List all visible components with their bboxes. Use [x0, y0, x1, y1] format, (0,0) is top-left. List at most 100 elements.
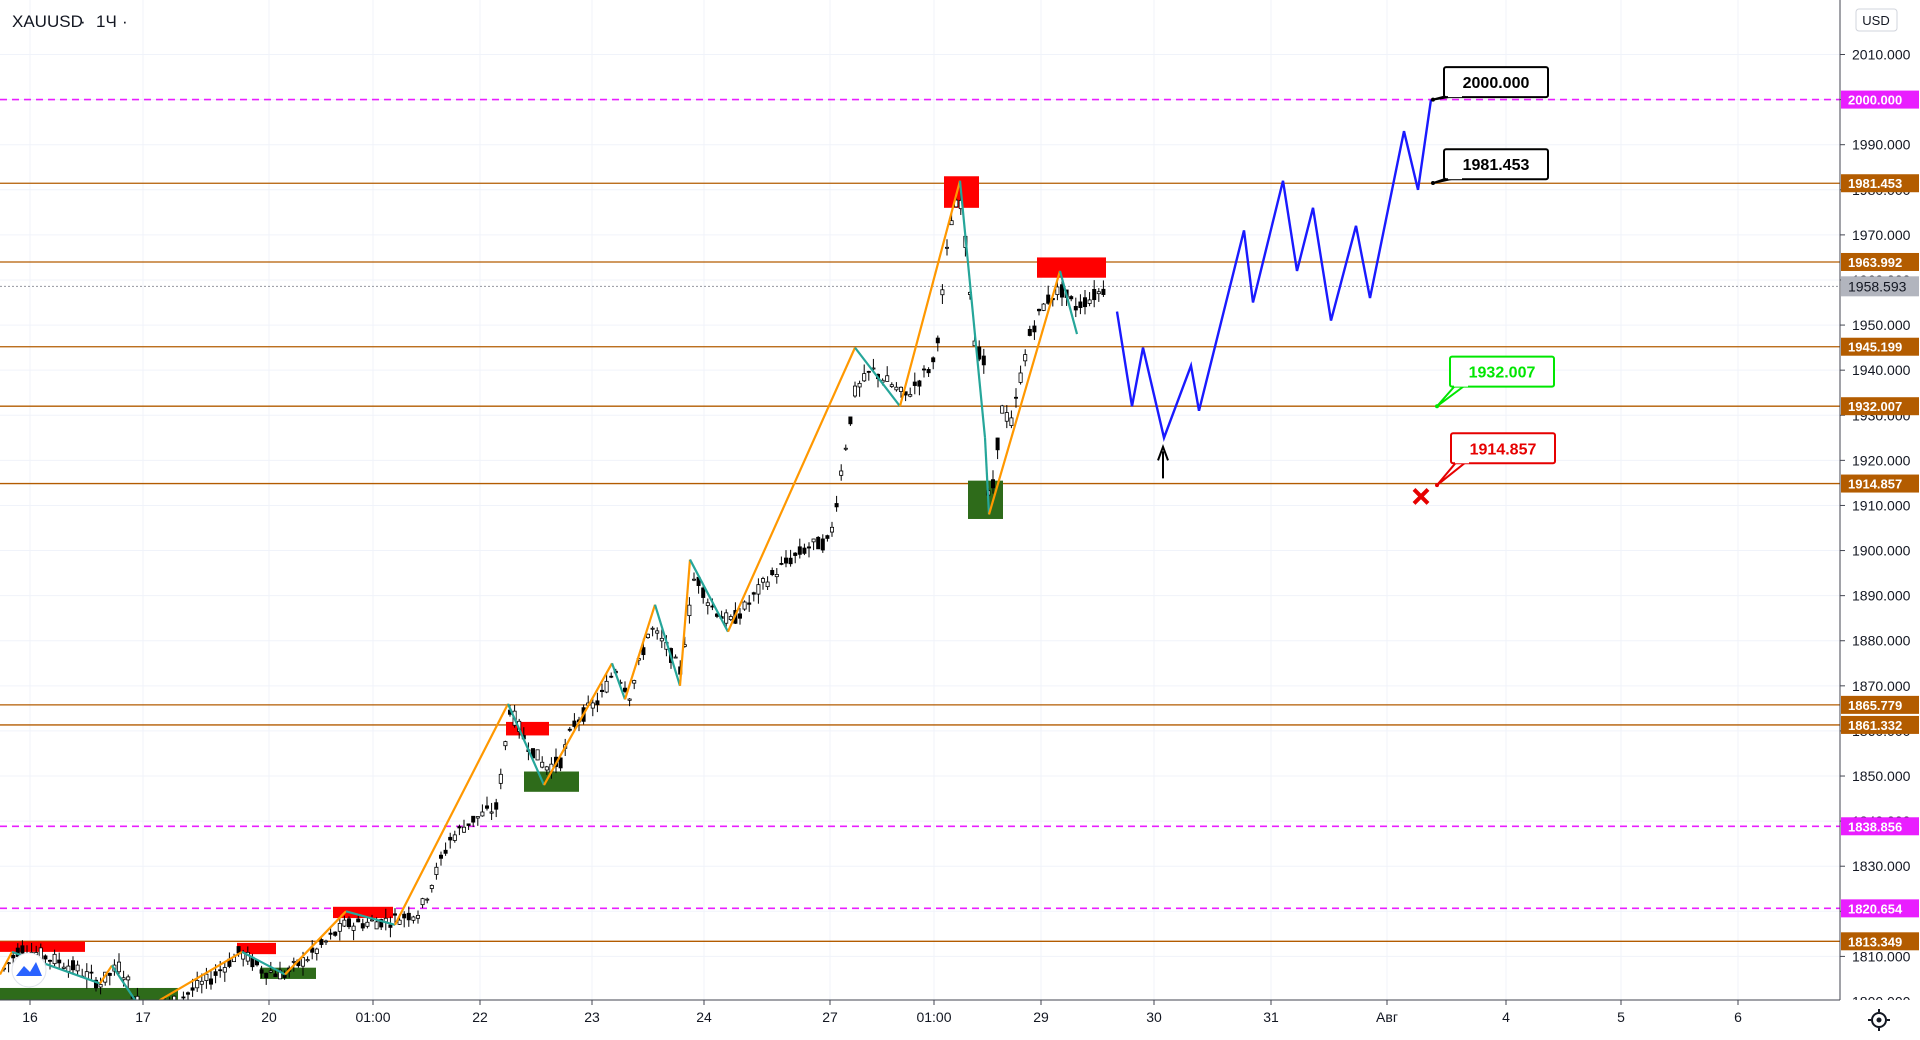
candle-body [1014, 396, 1019, 399]
candle-body [945, 246, 950, 249]
interval-label: 1Ч [96, 12, 117, 31]
candle-body [738, 613, 743, 619]
candle-body [912, 381, 917, 386]
callout-pointer [1436, 460, 1470, 486]
price-tick-label: 1890.000 [1852, 588, 1911, 604]
candle-body [475, 816, 480, 819]
zigzag-down-leg [1058, 270, 1079, 335]
candle-body [117, 961, 122, 973]
candle-body [742, 601, 747, 610]
candle-body [595, 700, 600, 706]
time-tick-label: 24 [696, 1009, 712, 1025]
candle-body [57, 959, 62, 964]
grid [0, 0, 1840, 1002]
currency-unit: USD [1862, 13, 1889, 28]
candle-body [857, 382, 862, 388]
candle-body [793, 552, 798, 556]
horizontal-levels [0, 98, 1840, 942]
current-price-tag [1841, 276, 1919, 297]
candle-body [126, 976, 131, 981]
candle-body [494, 802, 499, 810]
candle-body [379, 919, 384, 928]
chart-settings-gear-icon[interactable] [1868, 1009, 1890, 1031]
level-price-tag [1841, 817, 1919, 836]
callout-pointer [1436, 383, 1470, 408]
stop-1914-callout[interactable]: 1914.857 [1435, 432, 1556, 488]
currency-unit-badge[interactable]: USD [1855, 8, 1898, 32]
candle-body [1060, 284, 1065, 298]
candle-body [204, 973, 209, 982]
price-callouts[interactable]: 2000.000 1981.453 1932.007 1914.857 [1431, 66, 1556, 488]
target-1981-callout[interactable]: 1981.453 [1431, 148, 1549, 186]
candle-body [480, 811, 485, 817]
candle-body [995, 437, 1000, 451]
symbol-legend[interactable]: XAUUSD · 1Ч · [12, 12, 128, 31]
level-price-label: 1861.332 [1848, 718, 1902, 733]
candle-body [471, 815, 476, 823]
candle-body [1046, 294, 1051, 304]
candle-body [374, 921, 379, 930]
candle-body [540, 761, 545, 768]
candle-body [48, 959, 53, 962]
support-zone [260, 967, 316, 979]
candle-body [11, 954, 16, 959]
zigzag-up-leg [898, 180, 962, 407]
candle-body [291, 960, 296, 963]
level-price-label: 1838.856 [1848, 819, 1902, 834]
time-axis-ticks[interactable]: 16 17 20 01:00 22 23 24 27 01:00 29 30 31 Авг 4 5 6 [22, 1000, 1742, 1025]
callout-label: 2000.000 [1463, 75, 1530, 92]
target-2000-callout[interactable]: 2000.000 [1431, 66, 1549, 102]
zigzag-down-leg [241, 950, 286, 976]
tradingview-logo-icon[interactable] [11, 952, 47, 988]
time-tick-label: 4 [1502, 1009, 1510, 1025]
price-tick-label: 1850.000 [1852, 768, 1911, 784]
candle-body [811, 538, 816, 543]
candle-body [728, 616, 733, 621]
zigzag-down-leg [506, 703, 546, 786]
callout-anchor-dot [1435, 483, 1439, 488]
level-price-tag [1841, 932, 1919, 951]
zigzag-up-leg [543, 662, 613, 786]
price-tick-label: 1870.000 [1852, 678, 1911, 694]
callout-box [1443, 148, 1549, 181]
candle-body [572, 720, 577, 727]
candle-body [208, 978, 213, 985]
candle-body [830, 526, 835, 533]
candle-body [328, 932, 333, 935]
candle-body [825, 535, 830, 539]
candle-body [761, 578, 766, 583]
zigzag-down-leg [983, 437, 991, 515]
candle-body [692, 578, 697, 581]
callout-gap [1448, 93, 1462, 98]
candle-body [185, 992, 190, 995]
candle-body [43, 955, 48, 960]
level-price-tag [1841, 252, 1919, 271]
candle-body [268, 970, 273, 973]
level-price-label: 1865.779 [1848, 698, 1902, 713]
candle-body [319, 939, 324, 945]
candle-body [310, 947, 315, 953]
candle-body [843, 447, 848, 450]
zigzag-up-leg [678, 559, 692, 686]
candle-body [259, 969, 264, 974]
candle-body [71, 960, 76, 971]
level-price-label: 1820.654 [1848, 901, 1903, 916]
candle-body [807, 546, 812, 549]
resistance-zone [0, 941, 85, 952]
candle-body [788, 557, 793, 565]
level-price-label: 1914.857 [1848, 477, 1902, 492]
support-1932-callout[interactable]: 1932.007 [1435, 355, 1555, 409]
candle-body [899, 386, 904, 392]
candle-body [765, 581, 770, 588]
resistance-zone [333, 906, 393, 919]
candle-body [747, 602, 752, 605]
candle-body [351, 925, 356, 931]
candle-body [484, 805, 489, 809]
candle-body [305, 959, 310, 962]
candle-body [609, 675, 614, 678]
candle-body [770, 569, 775, 576]
time-tick-label: 31 [1263, 1009, 1279, 1025]
symbol-name: XAUUSD [12, 12, 83, 31]
candle-body [567, 728, 572, 731]
